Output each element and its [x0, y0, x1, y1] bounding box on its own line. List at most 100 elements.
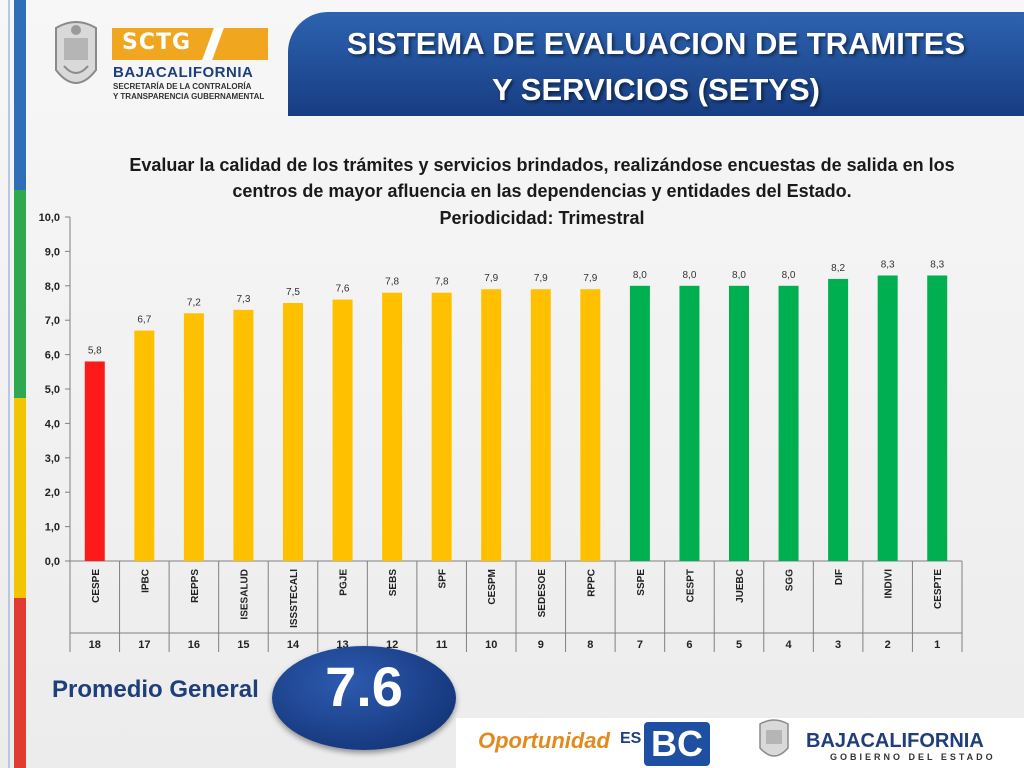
category-label: CESPE — [91, 569, 102, 603]
bar-value-label: 8,3 — [881, 259, 895, 270]
category-label: CESPM — [487, 569, 498, 605]
y-tick-label: 1,0 — [45, 522, 60, 534]
bar — [283, 303, 303, 561]
rank-label: 6 — [686, 639, 692, 651]
header-brand-sub1: SECRETARÍA DE LA CONTRALORÍA — [113, 82, 252, 91]
y-tick-label: 6,0 — [45, 350, 60, 362]
bar-value-label: 8,3 — [930, 259, 944, 270]
rank-label: 8 — [587, 639, 593, 651]
bar — [382, 292, 403, 561]
sidebar-stripe-blue — [14, 0, 26, 190]
rank-label: 10 — [485, 639, 497, 651]
sidebar-line — [8, 0, 10, 768]
bar-value-label: 7,6 — [336, 284, 350, 295]
sidebar-stripe-green — [14, 190, 26, 398]
sidebar-stripe-red — [14, 598, 26, 768]
bar — [828, 278, 849, 561]
y-tick-label: 3,0 — [45, 453, 60, 465]
page-title-line2: Y SERVICIOS (SETYS) — [492, 72, 820, 107]
bar-value-label: 8,0 — [682, 270, 696, 281]
sctg-logo-text: SCTG — [122, 30, 192, 55]
bar-value-label: 8,0 — [633, 270, 647, 281]
category-label: IPBC — [140, 569, 151, 593]
bar — [927, 275, 948, 561]
rank-label: 7 — [637, 639, 643, 651]
category-label: SGG — [785, 569, 796, 591]
sctg-logo-box — [112, 28, 268, 60]
category-label: DIF — [834, 569, 845, 585]
page-title-line1: SISTEMA DE EVALUACION DE TRAMITES — [346, 26, 966, 61]
y-tick-label: 5,0 — [45, 384, 60, 396]
category-label: RPPC — [586, 569, 597, 597]
rank-label: 15 — [237, 639, 249, 651]
bar-value-label: 7,5 — [286, 287, 300, 298]
category-label: SEBS — [388, 569, 399, 597]
bar — [629, 285, 650, 561]
bar — [729, 285, 749, 561]
sidebar-stripes — [0, 0, 28, 768]
bc-logo-text: BC — [651, 723, 703, 764]
bar-value-label: 7,9 — [534, 273, 548, 284]
rank-label: 4 — [785, 639, 792, 651]
y-tick-label: 0,0 — [45, 556, 60, 568]
bar — [431, 292, 452, 561]
category-label: REPPS — [190, 569, 201, 603]
y-tick-label: 9,0 — [45, 246, 60, 258]
bc-logo-box — [644, 722, 710, 766]
bar — [778, 285, 799, 561]
bar-value-label: 8,0 — [732, 270, 746, 281]
category-label: SEDESOE — [537, 569, 548, 618]
rank-label: 5 — [736, 639, 742, 651]
rank-label: 11 — [436, 639, 448, 651]
footer-seal-icon — [759, 719, 789, 757]
bar-value-label: 7,9 — [583, 273, 597, 284]
footer-brand: BAJACALIFORNIA — [806, 730, 984, 752]
bar-value-label: 8,0 — [782, 270, 796, 281]
category-label: INDIVI — [884, 569, 895, 599]
bar — [134, 330, 155, 561]
footer-brand-sub: GOBIERNO DEL ESTADO — [830, 752, 996, 762]
category-label: ISESALUD — [239, 569, 250, 620]
rank-label: 14 — [287, 639, 300, 651]
y-tick-label: 8,0 — [45, 281, 60, 293]
periodicity-label: Periodicidad: Trimestral — [439, 208, 645, 228]
bar-value-label: 7,8 — [435, 277, 449, 288]
bar — [580, 289, 601, 561]
average-label: Promedio General — [52, 676, 259, 703]
header-brand-sub2: Y TRANSPARENCIA GUBERNAMENTAL — [113, 92, 265, 101]
category-label: CESPT — [685, 569, 696, 602]
bar — [183, 313, 204, 561]
rank-label: 2 — [885, 639, 891, 651]
oportunidad-logo-text: Oportunidad — [478, 728, 610, 753]
rank-label: 16 — [188, 639, 200, 651]
description-line1: Evaluar la calidad de los trámites y ser… — [129, 155, 955, 175]
description-line2: centros de mayor afluencia en las depend… — [232, 181, 852, 201]
bar — [877, 275, 898, 561]
category-label: ISSSTECALI — [289, 569, 300, 628]
y-tick-label: 2,0 — [45, 487, 60, 499]
bar-value-label: 6,7 — [137, 315, 151, 326]
category-label: SPF — [438, 569, 449, 588]
category-label: JUEBC — [735, 569, 746, 603]
rank-label: 17 — [138, 639, 150, 651]
rank-label: 18 — [89, 639, 101, 651]
title-banner — [288, 12, 1024, 116]
y-tick-label: 7,0 — [45, 315, 60, 327]
category-label: PGJE — [339, 569, 350, 596]
rank-label: 1 — [934, 639, 940, 651]
bar — [332, 299, 353, 561]
bar-value-label: 7,3 — [236, 294, 250, 305]
header-brand: BAJACALIFORNIA — [113, 64, 254, 81]
bar-value-label: 8,2 — [831, 263, 845, 274]
bar — [233, 309, 254, 561]
sidebar-stripe-yellow — [14, 398, 26, 598]
bar-value-label: 7,2 — [187, 297, 201, 308]
oportunidad-logo-es: ES — [620, 730, 642, 747]
rank-label: 3 — [835, 639, 841, 651]
rank-label: 9 — [538, 639, 544, 651]
category-label: SSPE — [636, 569, 647, 596]
bar — [84, 361, 105, 561]
y-tick-label: 10,0 — [39, 212, 60, 224]
category-label: CESPTE — [933, 569, 944, 609]
average-badge — [272, 646, 456, 750]
